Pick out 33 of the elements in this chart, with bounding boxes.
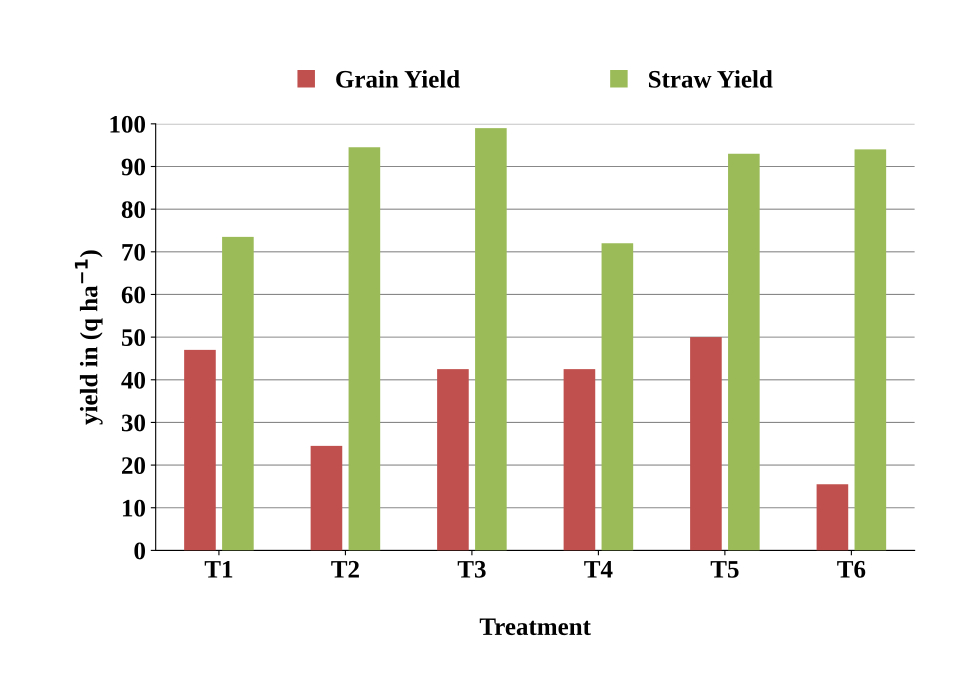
x-tick-label: T6 — [837, 560, 866, 578]
y-tick-label: 80 — [122, 201, 146, 218]
bar — [437, 369, 469, 550]
bar — [690, 337, 722, 550]
y-axis-title: yield in (q ha$^{−1}$) — [74, 250, 103, 425]
x-axis-title: Treatment — [480, 618, 591, 636]
bar — [184, 350, 216, 550]
bar — [728, 154, 760, 550]
x-tick-label: T1 — [204, 560, 232, 578]
bar — [475, 128, 507, 550]
y-tick-label: 70 — [122, 244, 146, 261]
x-tick-label: T2 — [331, 560, 359, 578]
x-tick-label: T5 — [710, 561, 739, 578]
bar — [348, 147, 380, 550]
y-tick-label: 10 — [122, 500, 146, 517]
y-tick-label: 40 — [121, 372, 146, 389]
y-tick-label: 0 — [134, 542, 146, 560]
legend-label: Straw Yield — [648, 70, 773, 88]
y-tick-label: 30 — [122, 414, 146, 432]
x-tick-label: T3 — [458, 560, 486, 578]
bar — [854, 149, 886, 550]
bar — [602, 243, 634, 550]
bar — [816, 484, 848, 550]
bar — [222, 236, 254, 550]
legend-label: Grain Yield — [336, 70, 460, 88]
y-tick-label: 20 — [122, 457, 146, 474]
y-tick-label: 50 — [122, 329, 146, 346]
y-tick-label: 100 — [110, 116, 146, 133]
y-tick-label: 60 — [122, 286, 146, 304]
y-tick-label: 90 — [122, 158, 146, 176]
bar — [564, 369, 596, 550]
bar — [310, 446, 342, 550]
x-tick-label: T4 — [584, 561, 613, 578]
